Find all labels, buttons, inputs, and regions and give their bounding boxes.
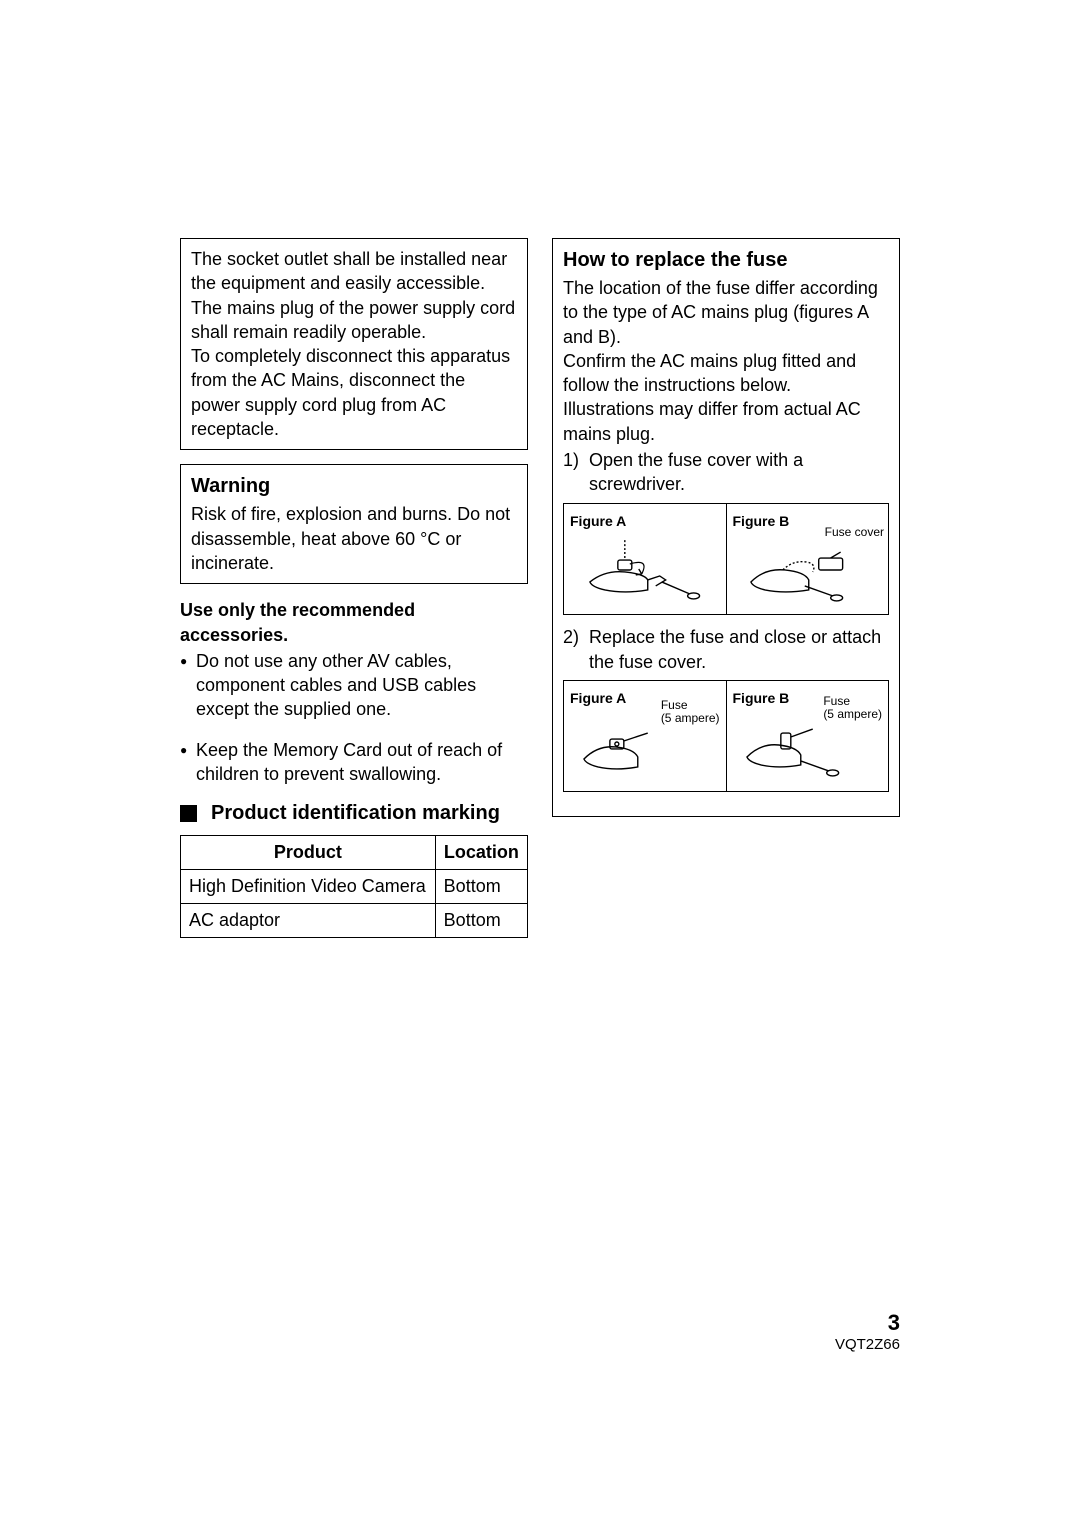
bullet-item: Keep the Memory Card out of reach of chi… [180,738,528,787]
figure-b2-label: Figure B [733,690,790,706]
product-id-heading-text: Product identification marking [211,802,500,825]
table-cell: Bottom [435,904,527,938]
figure-b-illustration-icon [733,532,883,602]
figure-row-1: Figure A [563,503,889,616]
accessories-bullets: Do not use any other AV cables, componen… [180,649,528,786]
socket-outlet-box: The socket outlet shall be installed nea… [180,238,528,450]
table-row: High Definition Video Camera Bottom [181,870,528,904]
warning-heading: Warning [191,473,517,500]
step-number: 1) [563,448,589,497]
table-header-location: Location [435,836,527,870]
document-code: VQT2Z66 [835,1336,900,1353]
step-1: 1) Open the fuse cover with a screwdrive… [563,448,889,497]
fuse-steps-2: 2) Replace the fuse and close or attach … [563,625,889,674]
step-number: 2) [563,625,589,674]
figure-a2-label: Figure A [570,690,626,706]
fuse-annotation-line1: Fuse [823,694,850,708]
fuse-heading: How to replace the fuse [563,247,889,274]
step-2: 2) Replace the fuse and close or attach … [563,625,889,674]
fuse-box: How to replace the fuse The location of … [552,238,900,817]
table-header-row: Product Location [181,836,528,870]
figure-a-label: Figure A [570,513,626,529]
page-content: The socket outlet shall be installed nea… [180,238,900,938]
square-bullet-icon [180,805,197,822]
fuse-annotation-line2: (5 ampere) [823,707,882,721]
left-column: The socket outlet shall be installed nea… [180,238,528,938]
table-cell: High Definition Video Camera [181,870,436,904]
product-id-table: Product Location High Definition Video C… [180,835,528,938]
bullet-item: Do not use any other AV cables, componen… [180,649,528,722]
fuse-steps: 1) Open the fuse cover with a screwdrive… [563,448,889,497]
fuse-annotation-line2: (5 ampere) [661,711,720,725]
table-header-product: Product [181,836,436,870]
table-cell: Bottom [435,870,527,904]
page-footer: 3 VQT2Z66 [835,1310,900,1353]
accessories-heading: Use only the recommended accessories. [180,598,528,647]
fuse-intro: The location of the fuse differ accordin… [563,276,889,446]
step-text: Open the fuse cover with a screwdriver. [589,448,889,497]
warning-body: Risk of fire, explosion and burns. Do no… [191,502,517,575]
figure-row-2: Figure A Fuse (5 ampere) [563,680,889,793]
page-number: 3 [835,1310,900,1336]
table-cell: AC adaptor [181,904,436,938]
figure-b-cell: Figure B Fuse cover [727,504,889,615]
figure-a-illustration-icon [570,532,720,602]
two-column-layout: The socket outlet shall be installed nea… [180,238,900,938]
right-column: How to replace the fuse The location of … [552,238,900,938]
product-id-heading: Product identification marking [180,802,528,825]
figure-a-cell: Figure A [564,504,727,615]
socket-outlet-text: The socket outlet shall be installed nea… [191,249,515,439]
warning-box: Warning Risk of fire, explosion and burn… [180,464,528,584]
fuse-annotation-line1: Fuse [661,698,688,712]
figure-b2-cell: Figure B Fuse (5 ampere) [727,681,889,792]
figure-a2-cell: Figure A Fuse (5 ampere) [564,681,727,792]
step-text: Replace the fuse and close or attach the… [589,625,889,674]
table-row: AC adaptor Bottom [181,904,528,938]
fuse-cover-annotation: Fuse cover [825,524,884,540]
figure-b-label: Figure B [733,513,790,529]
